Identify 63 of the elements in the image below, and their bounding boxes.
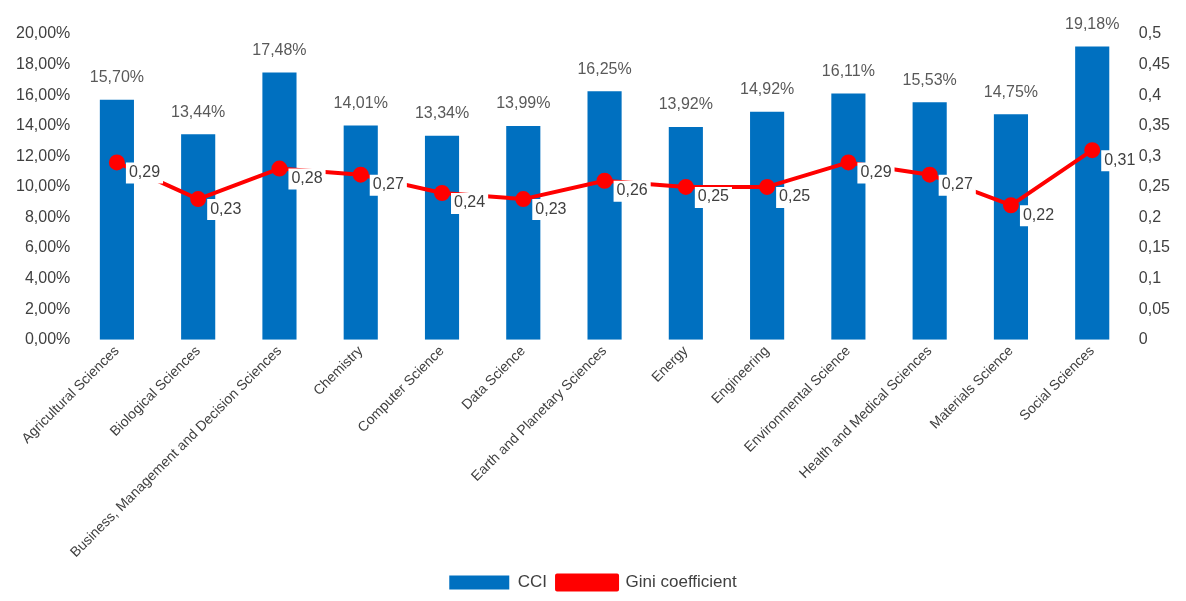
y-tick-label: 20,00% <box>16 24 71 42</box>
legend-label: Gini coefficient <box>625 572 738 592</box>
data-label: 16,11% <box>821 61 875 79</box>
point <box>596 172 613 189</box>
y2-tick-label: 0,15 <box>1138 238 1171 256</box>
y-tick-label: 0,00% <box>24 330 71 348</box>
data-label: 0,23 <box>210 199 242 217</box>
data-label: 0,31 <box>1104 150 1136 168</box>
point <box>840 154 857 171</box>
point <box>515 191 532 208</box>
point <box>352 166 369 183</box>
data-label: 14,01% <box>333 93 388 111</box>
data-label: 14,92% <box>739 80 795 98</box>
y2-tick-label: 0,4 <box>1138 85 1162 103</box>
legend-label: CCI <box>517 572 548 592</box>
data-label: 15,53% <box>902 70 957 88</box>
data-label: 0,28 <box>291 168 323 186</box>
data-label: 14,75% <box>983 82 1039 100</box>
y2-tick-label: 0,1 <box>1138 269 1162 287</box>
data-label: 0,24 <box>454 193 486 211</box>
point <box>759 178 776 195</box>
point <box>921 166 938 183</box>
data-label: 19,18% <box>1065 14 1120 32</box>
y-tick-label: 6,00% <box>24 238 71 256</box>
data-label: 16,25% <box>577 59 632 77</box>
point <box>1002 197 1019 214</box>
data-label: 0,25 <box>697 187 730 205</box>
y-tick-label: 10,00% <box>16 177 71 195</box>
y-tick-label: 4,00% <box>24 269 71 287</box>
data-label: 13,34% <box>414 104 470 122</box>
point <box>677 178 694 195</box>
y2-tick-label: 0,5 <box>1138 24 1162 42</box>
y-tick-label: 16,00% <box>16 85 71 103</box>
point <box>434 185 451 201</box>
data-label: 17,48% <box>252 40 307 58</box>
y2-tick-label: 0,05 <box>1138 299 1171 317</box>
y-tick-label: 18,00% <box>16 54 71 72</box>
data-label: 0,27 <box>941 175 973 193</box>
data-label: 0,23 <box>535 199 567 217</box>
y-tick-label: 14,00% <box>16 116 71 134</box>
data-label: 0,29 <box>860 162 892 180</box>
y2-tick-label: 0 <box>1138 330 1148 348</box>
data-label: 0,26 <box>616 181 648 199</box>
data-label: 13,44% <box>171 102 226 120</box>
y-tick-label: 2,00% <box>24 299 71 317</box>
y2-tick-label: 0,35 <box>1138 116 1171 134</box>
data-label: 15,70% <box>89 68 145 86</box>
y-tick-label: 8,00% <box>24 207 71 225</box>
data-label: 0,25 <box>779 187 811 205</box>
y2-tick-label: 0,25 <box>1138 177 1171 195</box>
point <box>271 160 288 177</box>
point <box>108 154 125 171</box>
data-label: 13,92% <box>658 95 713 113</box>
y-tick-label: 12,00% <box>16 146 71 164</box>
point <box>190 191 207 208</box>
y2-tick-label: 0,3 <box>1138 146 1162 164</box>
data-label: 0,27 <box>372 175 404 193</box>
y2-tick-label: 0,2 <box>1138 207 1162 225</box>
data-label: 0,22 <box>1022 205 1055 223</box>
point <box>1084 142 1101 159</box>
y2-tick-label: 0,45 <box>1138 54 1171 72</box>
data-label: 13,99% <box>496 94 551 112</box>
data-label: 0,29 <box>128 162 161 180</box>
